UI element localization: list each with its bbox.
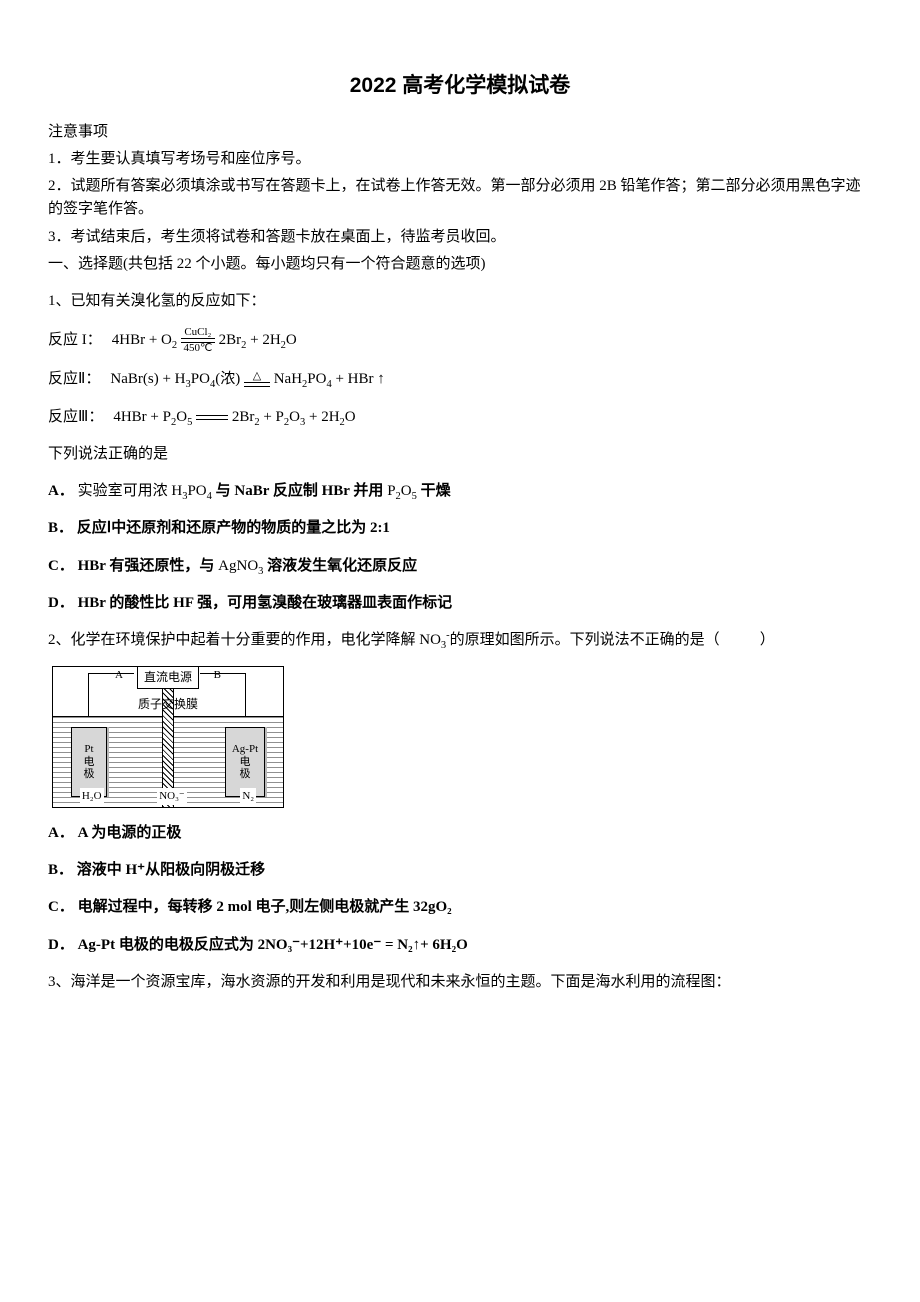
left-el-l1: Pt <box>84 743 93 756</box>
notice-3: 3．考试结束后，考生须将试卷和答题卡放在桌面上，待监考员收回。 <box>48 226 872 249</box>
q1-reaction-1: 反应 I： 4HBr + O2 CuCl₂ 450℃ 2Br2 + 2H2O <box>48 327 872 354</box>
q1-c-chem: AgNO3 <box>218 558 263 574</box>
q1-c-lead: C． <box>48 558 74 574</box>
notice-header: 注意事项 <box>48 121 872 144</box>
q2-a-lead: A． <box>48 825 74 841</box>
notice-1: 1．考生要认真填写考场号和座位序号。 <box>48 148 872 171</box>
diagram-frame: A 直流电源 B 质子交换膜 Pt 电 极 Ag-Pt 电 极 H₂O <box>52 666 284 808</box>
wire-h-left-icon <box>88 673 134 674</box>
q1-option-b: B． 反应Ⅰ中还原剂和还原产物的物质的量之比为 2:1 <box>48 517 872 540</box>
q3-stem: 3、海洋是一个资源宝库，海水资源的开发和利用是现代和未来永恒的主题。下面是海水利… <box>48 971 872 994</box>
q1-c-txt2: 溶液发生氧化还原反应 <box>267 558 417 574</box>
q2-d-lead: D． <box>48 937 74 953</box>
right-el-l3: 极 <box>240 768 251 781</box>
q1-b-txt: 反应Ⅰ中还原剂和还原产物的物质的量之比为 2:1 <box>77 520 390 536</box>
q1-b-lead: B． <box>48 520 73 536</box>
q1-tail: 下列说法正确的是 <box>48 443 872 466</box>
terminal-b-label: B <box>214 667 221 684</box>
q1-r2-label: 反应Ⅱ： <box>48 368 100 391</box>
q1-r3-label: 反应Ⅲ： <box>48 406 103 429</box>
q2-stem-a: 2、化学在环境保护中起着十分重要的作用，电化学降解 NO <box>48 632 441 648</box>
q2-option-a: A． A 为电源的正极 <box>48 822 872 845</box>
q1-r3-formula: 4HBr + P2O5 2Br2 + P2O3 + 2H2O <box>113 406 355 429</box>
q2-b-lead: B． <box>48 862 73 878</box>
q1-a-lead: A． <box>48 483 74 499</box>
q2-stem-b: 的原理如图所示。下列说法不正确的是（ <box>450 632 720 648</box>
q2-a-txt: A 为电源的正极 <box>78 825 182 841</box>
power-source-box: 直流电源 <box>137 666 199 689</box>
page-title: 2022 高考化学模拟试卷 <box>48 70 872 103</box>
q1-r2-formula: NaBr(s) + H3PO4(浓) △ NaH2PO4 + HBr ↑ <box>110 368 384 391</box>
bl-n2: N₂ <box>240 788 256 805</box>
q1-a-txt3: 干燥 <box>421 483 451 499</box>
q2-sub3: 3 <box>441 640 446 651</box>
q1-r1-cond-bot: 450℃ <box>183 343 212 354</box>
q2-option-b: B． 溶液中 H⁺从阳极向阴极迁移 <box>48 859 872 882</box>
q2-stem-c: ） <box>760 632 775 648</box>
q1-option-a: A． 实验室可用浓 H3PO4 与 NaBr 反应制 HBr 并用 P2O5 干… <box>48 480 872 503</box>
eq-arrow-icon: CuCl₂ 450℃ <box>181 327 215 354</box>
membrane-label: 质子交换膜 <box>53 695 283 716</box>
q1-r1-cond-top: CuCl₂ <box>184 327 211 338</box>
q2-option-c: C． 电解过程中，每转移 2 mol 电子,则左侧电极就产生 32gO₂ <box>48 896 872 919</box>
notice-2: 2．试题所有答案必须填涂或书写在答题卡上，在试卷上作答无效。第一部分必须用 2B… <box>48 175 872 222</box>
q1-a-chem2: P2O5 <box>387 483 417 499</box>
q2-option-d: D． Ag-Pt 电极的电极反应式为 2NO₃⁻+12H⁺+10e⁻ = N₂↑… <box>48 934 872 957</box>
right-electrode: Ag-Pt 电 极 <box>225 727 265 797</box>
q2-stem: 2、化学在环境保护中起着十分重要的作用，电化学降解 NO3-的原理如图所示。下列… <box>48 629 872 652</box>
electrolysis-tank: Pt 电 极 Ag-Pt 电 极 H₂O NO₃⁻ N₂ <box>53 716 283 807</box>
q1-reaction-2: 反应Ⅱ： NaBr(s) + H3PO4(浓) △ NaH2PO4 + HBr … <box>48 368 872 391</box>
left-el-l2: 电 <box>84 756 95 769</box>
q1-stem: 1、已知有关溴化氢的反应如下： <box>48 290 872 313</box>
left-electrode: Pt 电 极 <box>71 727 107 797</box>
q2-diagram: A 直流电源 B 质子交换膜 Pt 电 极 Ag-Pt 电 极 H₂O <box>52 666 872 808</box>
section-1-header: 一、选择题(共包括 22 个小题。每小题均只有一个符合题意的选项) <box>48 253 872 276</box>
bl-no3: NO₃⁻ <box>157 788 187 805</box>
terminal-a-label: A <box>115 667 123 684</box>
q1-r1-formula: 4HBr + O2 CuCl₂ 450℃ 2Br2 + 2H2O <box>112 327 297 354</box>
q2-d-txt: Ag-Pt 电极的电极反应式为 2NO₃⁻+12H⁺+10e⁻ = N₂↑+ 6… <box>78 937 468 953</box>
q2-c-txt: 电解过程中，每转移 2 mol 电子,则左侧电极就产生 32gO₂ <box>78 899 452 915</box>
q1-d-txt: HBr 的酸性比 HF 强，可用氢溴酸在玻璃器皿表面作标记 <box>78 595 453 611</box>
wire-h-right-icon <box>200 673 246 674</box>
bl-h2o: H₂O <box>80 788 104 805</box>
tank-bottom-labels: H₂O NO₃⁻ N₂ <box>53 788 283 805</box>
q1-r1-label: 反应 I： <box>48 329 102 352</box>
q1-a-txt1: 实验室可用浓 <box>78 483 168 499</box>
q1-a-chem1: H3PO4 <box>171 483 212 499</box>
eq-arrow-icon: △ <box>244 371 270 388</box>
eq-sign-icon <box>196 415 228 420</box>
q1-r2-cond-top: △ <box>253 371 261 382</box>
q2-b-txt: 溶液中 H⁺从阳极向阴极迁移 <box>77 862 265 878</box>
right-el-l2: 电 <box>240 756 251 769</box>
q1-option-d: D． HBr 的酸性比 HF 强，可用氢溴酸在玻璃器皿表面作标记 <box>48 592 872 615</box>
q1-a-txt2: 与 NaBr 反应制 HBr 并用 <box>216 483 384 499</box>
proton-membrane-icon <box>162 671 174 807</box>
q1-reaction-3: 反应Ⅲ： 4HBr + P2O5 2Br2 + P2O3 + 2H2O <box>48 406 872 429</box>
q1-option-c: C． HBr 有强还原性，与 AgNO3 溶液发生氧化还原反应 <box>48 555 872 578</box>
q1-d-lead: D． <box>48 595 74 611</box>
q2-c-lead: C． <box>48 899 74 915</box>
left-el-l3: 极 <box>84 768 95 781</box>
q1-c-txt1: HBr 有强还原性，与 <box>78 558 215 574</box>
right-el-l1: Ag-Pt <box>232 743 258 756</box>
